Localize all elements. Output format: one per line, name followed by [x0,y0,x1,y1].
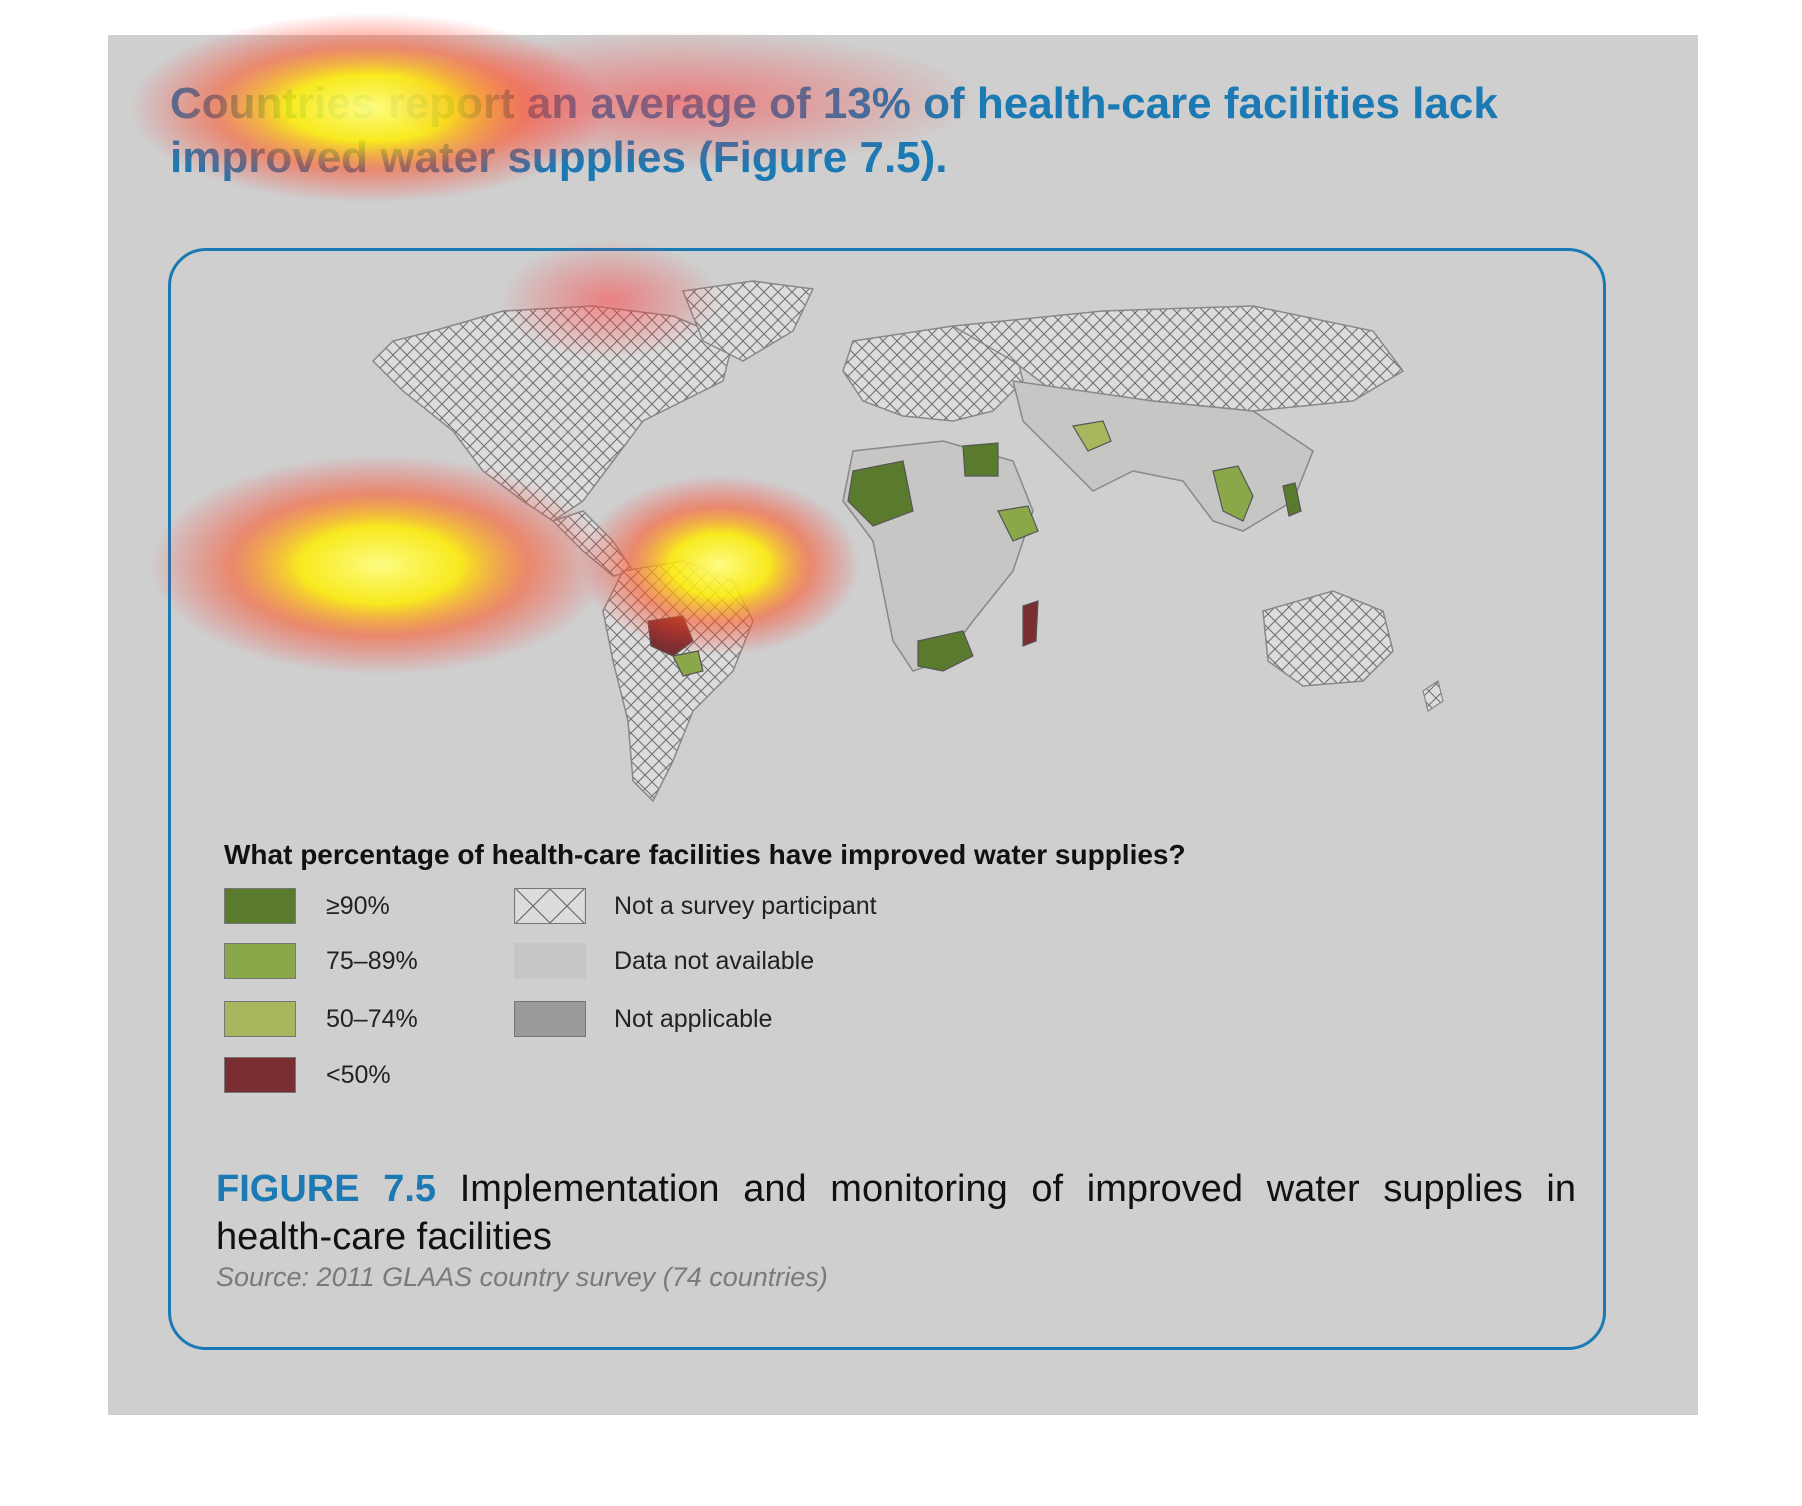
legend-swatch-not-applicable [514,1001,586,1037]
philippines [1282,482,1302,517]
report-panel: Countries report an average of 13% of he… [108,35,1698,1415]
legend-label-50-74: 50–74% [326,1005,418,1033]
egypt [962,442,999,477]
legend-swatch-below-50 [224,1057,296,1093]
legend-swatch-data-not-available [514,943,586,979]
legend-swatch-not-participant [514,888,586,924]
figure-caption-text: Implementation and monitoring of improve… [216,1168,1576,1258]
new-zealand [1422,680,1444,712]
russia [950,305,1405,412]
legend-swatch-75-89 [224,943,296,979]
legend-label-below-50: <50% [326,1061,391,1089]
australia [1262,590,1394,687]
legend-label-90: ≥90% [326,892,390,920]
legend-label-not-applicable: Not applicable [614,1005,773,1033]
south-africa [917,630,974,672]
figure-caption: FIGURE 7.5 Implementation and monitoring… [216,1165,1576,1261]
world-map [371,280,1444,803]
figure-box: What percentage of health-care facilitie… [168,248,1606,1350]
southeast-asia [1212,465,1254,522]
legend-swatch-90 [224,888,296,924]
figure-source: Source: 2011 GLAAS country survey (74 co… [216,1262,828,1292]
legend-label-75-89: 75–89% [326,947,418,975]
figure-label: FIGURE 7.5 [216,1168,437,1210]
central-america [551,510,635,577]
madagascar [1022,600,1039,647]
legend-label-not-participant: Not a survey participant [614,892,877,920]
legend-title: What percentage of health-care facilitie… [224,839,1186,870]
afghanistan [1072,420,1112,452]
headline: Countries report an average of 13% of he… [170,79,1498,182]
north-america [371,305,734,522]
ethiopia [997,505,1039,542]
legend-swatch-50-74 [224,1001,296,1037]
south-america [602,560,754,803]
legend-label-data-not-available: Data not available [614,947,815,975]
